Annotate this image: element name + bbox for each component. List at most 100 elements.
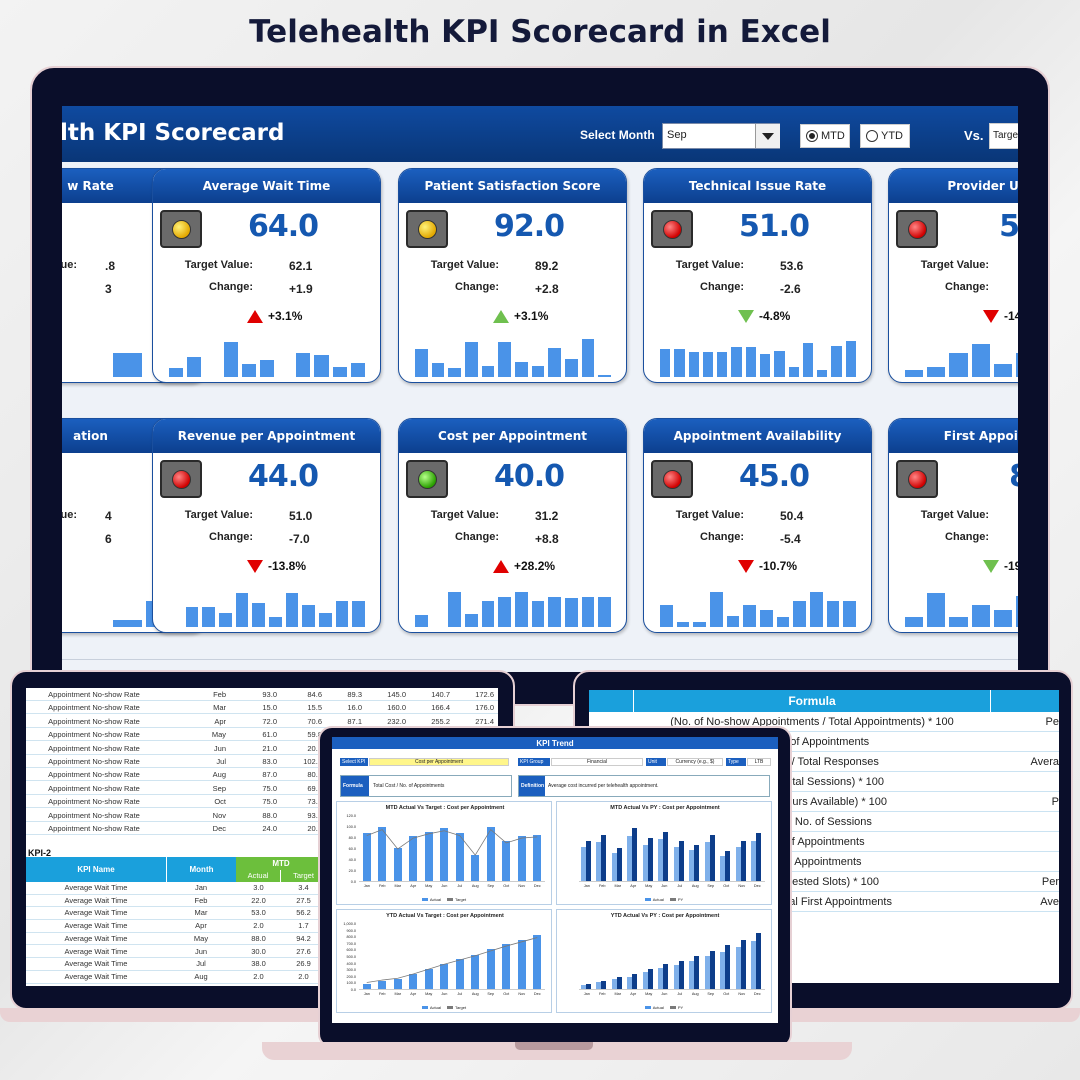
bar-actual	[585, 983, 591, 989]
status-light-red-icon	[663, 470, 682, 489]
bar	[378, 826, 387, 881]
status-light-red-icon	[908, 220, 927, 239]
kpi1-cell: Dec	[212, 824, 226, 833]
mtd-radio[interactable]: MTD	[800, 124, 850, 148]
x-tick-label: Jun	[661, 884, 668, 888]
spark-bar	[498, 597, 511, 627]
x-tick-label: Apr	[630, 884, 637, 888]
kpi1-cell: Appointment No-show Rate	[48, 797, 140, 807]
spark-bar	[169, 368, 184, 377]
chevron-down-icon[interactable]	[755, 124, 780, 148]
bar-py	[580, 984, 586, 989]
kpi2-row: Average Wait Time Jan 3.0 3.4	[26, 882, 326, 895]
x-tick-label: Jan	[363, 884, 370, 888]
spark-bar	[743, 605, 756, 627]
spark-bar	[515, 592, 528, 627]
bar	[440, 828, 449, 881]
kpi-card[interactable]: Cost per Appointment 40.0 Target Value: 31.…	[398, 418, 627, 633]
x-tick-label: Feb	[598, 992, 606, 996]
sparkline	[413, 577, 613, 627]
month-dropdown[interactable]: Sep	[662, 123, 780, 149]
kpi1-cell: 145.0	[387, 690, 406, 699]
spark-bar	[259, 360, 275, 377]
change-value: -2.6	[780, 282, 801, 296]
ytd-radio[interactable]: YTD	[860, 124, 910, 148]
spark-bar	[760, 353, 771, 377]
x-tick-label: Apr	[410, 992, 417, 996]
x-tick-label: Nov	[518, 884, 526, 888]
change-label: Change:	[455, 531, 499, 543]
spark-bar	[927, 367, 946, 377]
change-label: Change:	[700, 281, 744, 293]
kpi1-cell: Sep	[212, 783, 226, 793]
bar-actual	[725, 945, 731, 989]
kpi1-cell: Aug	[212, 770, 226, 780]
kpi2-cell: Average Wait Time	[64, 971, 128, 981]
kpi1-cell: 24.0	[262, 824, 277, 833]
spark-bar	[465, 342, 478, 377]
bar	[409, 836, 418, 881]
divider	[62, 659, 1018, 660]
target-line	[366, 828, 538, 856]
kpi1-cell: Jun	[213, 743, 226, 753]
bar	[440, 963, 449, 989]
x-tick-label: Jan	[583, 992, 590, 996]
kpi-card[interactable]: Appointment Availability 45.0 Target Value…	[643, 418, 872, 633]
legend-swatch	[669, 898, 676, 901]
bar-actual	[678, 841, 684, 881]
bar	[486, 949, 495, 989]
change-value: -7.0	[289, 532, 310, 546]
status-signal-icon	[406, 460, 448, 498]
kpi2-cell: 88.0	[251, 933, 266, 943]
y-tick-label: 700.0	[346, 941, 356, 946]
x-tick-label: Sep	[487, 992, 495, 996]
kpi-card[interactable]: Average Wait Time 64.0 Target Value: 62.1 Ch…	[152, 168, 381, 383]
target-line	[366, 937, 538, 983]
kpi-card[interactable]: Technical Issue Rate 51.0 Target Value: 53.…	[643, 168, 872, 383]
kpi-value: 8	[949, 459, 1018, 494]
x-tick-label: Sep	[707, 992, 715, 996]
arrow-down-icon	[738, 310, 754, 323]
spark-bar	[332, 367, 347, 377]
legend-swatch	[447, 898, 453, 901]
bar-actual	[709, 834, 715, 881]
bar-actual	[585, 841, 591, 881]
spark-bar	[843, 600, 856, 627]
kpi1-cell: 72.0	[262, 716, 277, 726]
spark-bar	[676, 622, 690, 627]
kpi-card[interactable]: Patient Satisfaction Score 92.0 Target Val…	[398, 168, 627, 383]
bar-actual	[632, 828, 638, 881]
kpi-card-title: Appointment Availability	[644, 419, 871, 453]
kpi-card[interactable]: Revenue per Appointment 44.0 Target Value:…	[152, 418, 381, 633]
kpi1-cell: 61.0	[262, 730, 277, 740]
spark-bar	[448, 592, 461, 627]
x-tick-label: Aug	[471, 992, 479, 996]
kpi2-cell: 53.0	[251, 908, 266, 918]
kpi-card[interactable]: Provider Utilizat 53 Target Value: Change: -…	[888, 168, 1018, 383]
status-signal-icon	[160, 460, 202, 498]
definition-value: Average cost incurred per telehealth app…	[548, 783, 659, 789]
spark-bar	[702, 352, 714, 377]
spark-bar	[548, 348, 561, 377]
x-tick-label: Apr	[630, 992, 637, 996]
spark-bar	[845, 341, 856, 377]
bar-actual	[601, 834, 607, 881]
x-tick-label: Jul	[457, 992, 463, 996]
bar	[362, 833, 371, 881]
formula-unit: Pe	[1045, 716, 1059, 728]
kpi1-cell: 88.0	[262, 810, 277, 820]
kpi1-cell: Appointment No-show Rate	[48, 770, 140, 780]
select-kpi-dropdown[interactable]: Cost per Appointment	[369, 758, 509, 766]
compare-dropdown[interactable]: Targe	[989, 123, 1018, 149]
target-value-label: Target Value:	[920, 259, 989, 271]
bar	[502, 944, 511, 989]
arrow-up-icon	[247, 310, 263, 323]
kpi-card[interactable]: First Appointmen 8 Target Value: Change: -19	[888, 418, 1018, 633]
kpi2-cell: Feb	[194, 895, 208, 905]
spark-bar	[760, 610, 773, 627]
change-value: 6	[105, 532, 112, 546]
kpi1-cell: 93.3	[307, 810, 322, 820]
trend-chart: YTD Actual Vs Target : Cost per Appointm…	[336, 909, 552, 1013]
kpi1-cell: 87.1	[347, 716, 362, 726]
target-value-label: Target Value:	[675, 509, 744, 521]
